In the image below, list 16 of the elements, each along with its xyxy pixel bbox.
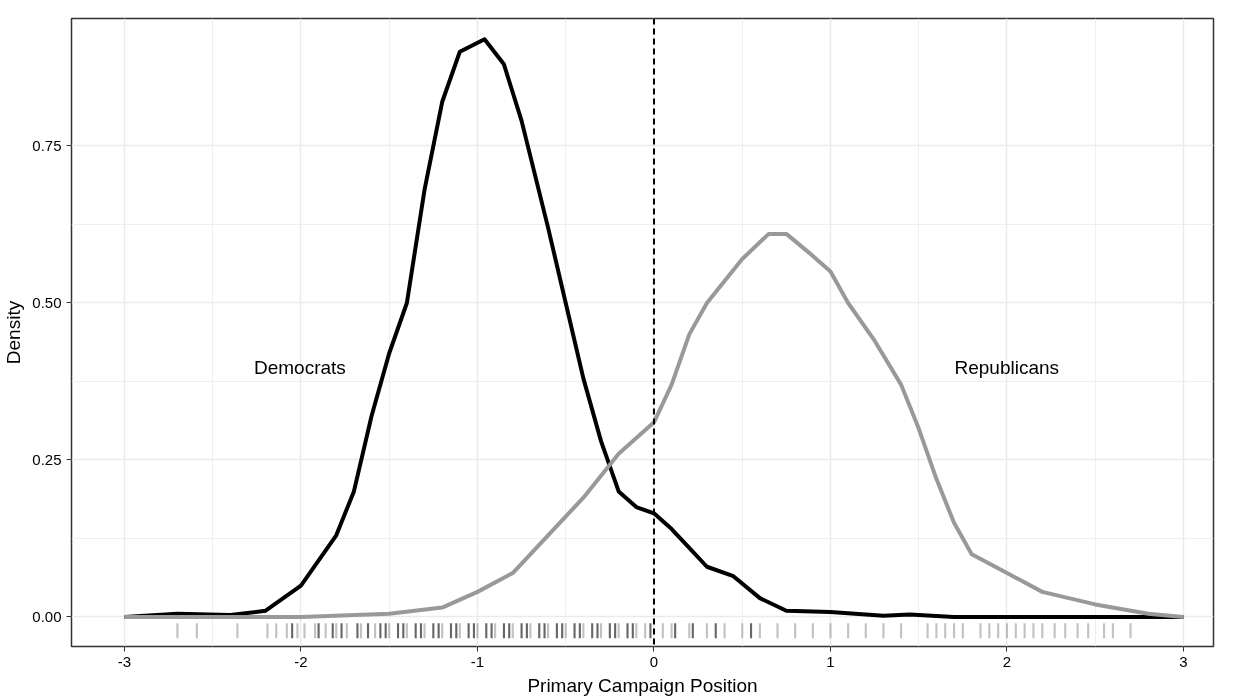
x-tick-label: -2 [294,652,308,670]
x-tick-label: 2 [1002,652,1012,670]
x-tick-label: -3 [117,652,132,670]
x-tick-label: 1 [826,652,835,670]
y-tick-label: 0.50 [32,293,62,311]
y-tick-label: 0.75 [32,136,62,154]
y-tick-label: 0.00 [32,607,62,625]
x-tick-label: 3 [1179,652,1188,670]
x-tick-label: 0 [649,652,659,670]
y-axis-title: Density [3,300,25,365]
y-tick-label: 0.25 [32,450,62,468]
line-series [122,231,1186,619]
annotation: Republicans [954,357,1060,379]
x-tick-label: -1 [470,652,485,670]
annotation: Democrats [253,357,346,379]
x-axis-title: Primary Campaign Position [527,674,758,696]
